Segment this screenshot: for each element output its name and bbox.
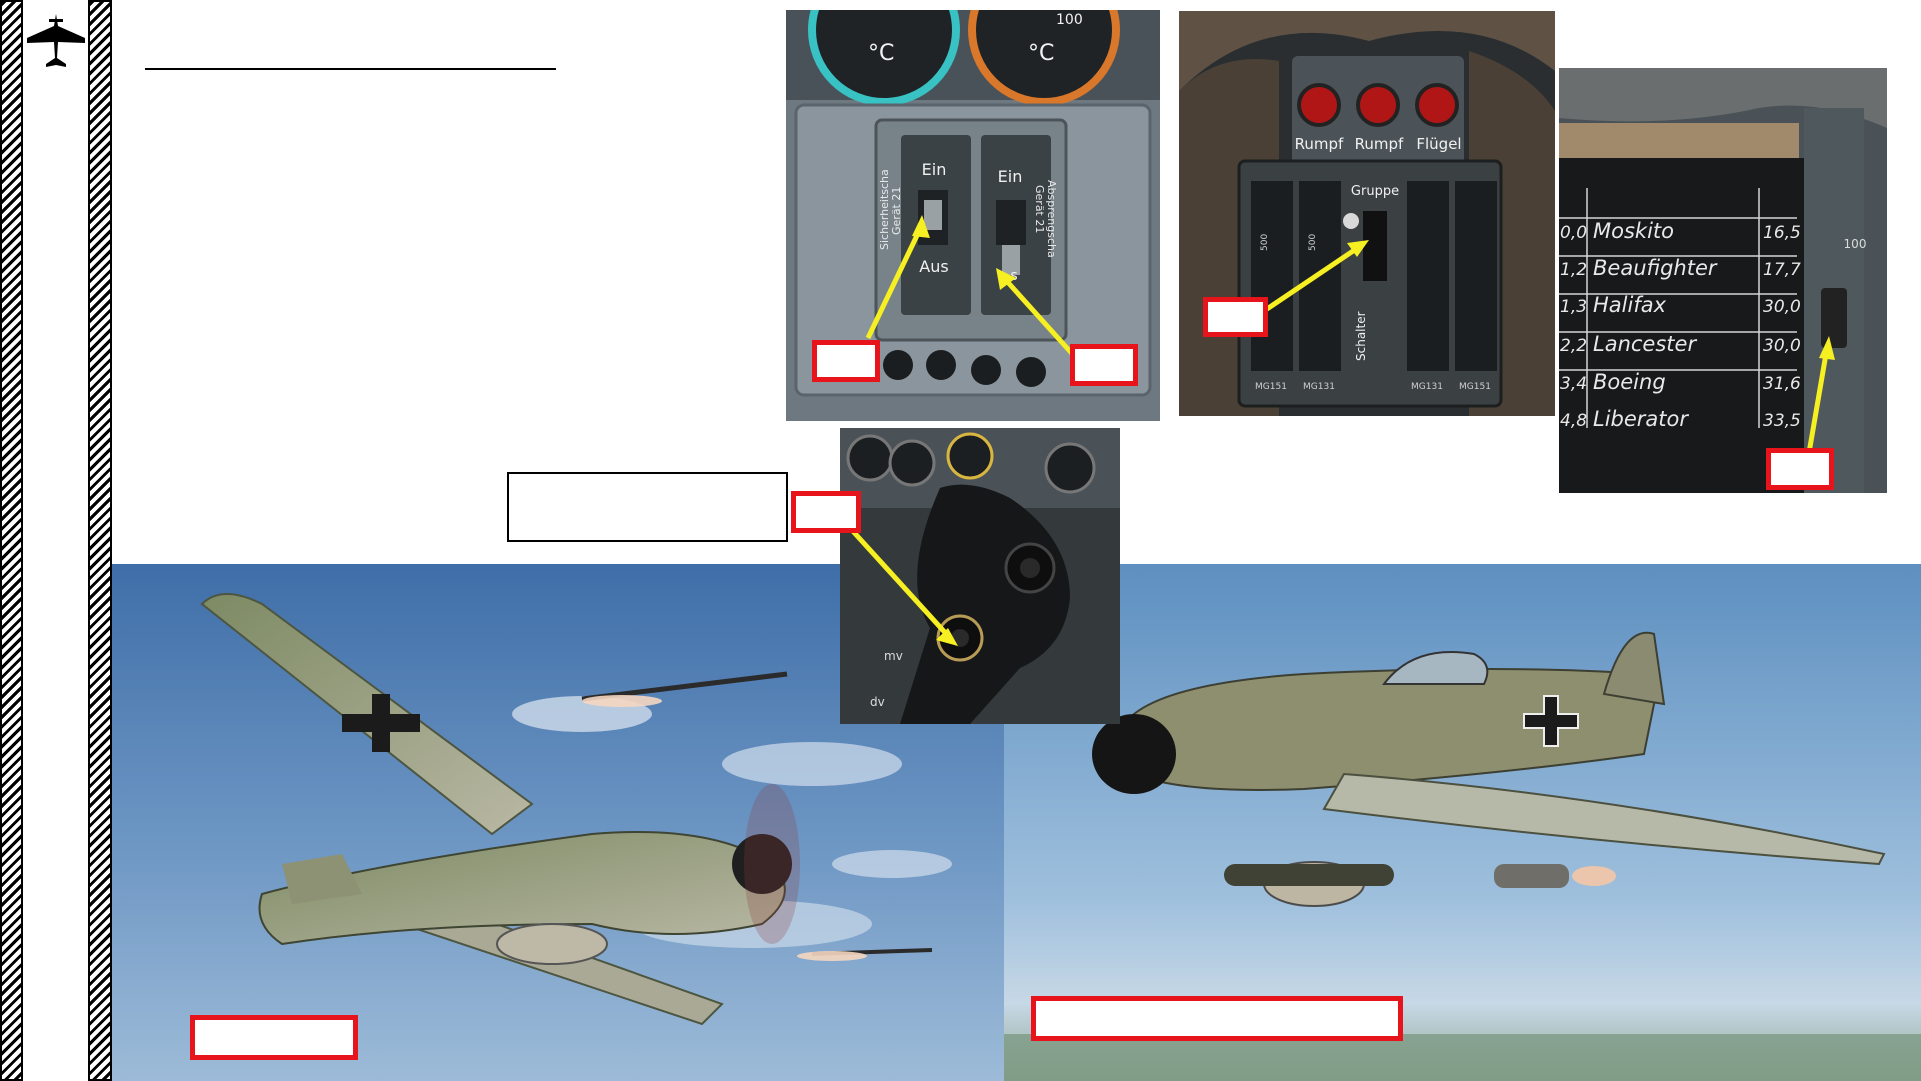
sidebar-right-stripe [88,0,112,1081]
scale-mark-2: 500 [1308,234,1318,251]
left-switch-side-label-2: Gerät 21 [890,187,903,235]
annotation-box-right-switch [1070,344,1138,386]
gauge-unit-right: °C [1028,41,1054,66]
revi-row-6-left: 4,8 [1560,411,1587,431]
revi-row-5-left: 3,4 [1560,374,1587,394]
revi-row-2-name: Beaufighter [1593,256,1718,280]
annotation-box-weapons-switch [1203,297,1268,337]
lamp-label-1: Rumpf [1295,135,1344,153]
photo-revi-table: 100 0,0 Moskito 16,5 1,2 Beaufighter 17,… [1559,68,1887,493]
revi-scale-label: 100 [1844,237,1867,251]
annotation-box-flight [1031,996,1403,1041]
right-switch-side-label-2: Gerät 21 [1033,185,1046,233]
revi-row-4-right: 30,0 [1763,336,1801,356]
annotation-box-stick [791,491,861,533]
revi-row-2-right: 17,7 [1763,260,1801,280]
counter-label-2: MG131 [1303,382,1335,392]
revi-row-1-left: 0,0 [1560,223,1587,243]
left-switch-on-label: Ein [922,160,947,179]
counter-label-3: MG131 [1411,382,1443,392]
photo-switch-panel: °C °C 100 Ein Aus Sicherheitscha Gerät 2… [786,10,1160,421]
revi-row-5-name: Boeing [1593,370,1666,394]
right-switch-side-label-1: Absprengscha [1045,180,1058,258]
stick-label-dv: dv [870,695,885,709]
counter-label-4: MG151 [1459,382,1491,392]
revi-row-6-right: 33,5 [1763,411,1801,431]
page-title [146,40,556,66]
schalter-label: Schalter [1354,311,1368,361]
revi-row-2-left: 1,2 [1560,260,1587,280]
right-switch-off-label: s [1010,268,1017,284]
callout-box [507,472,788,542]
left-switch-off-label: Aus [919,257,948,276]
left-switch-side-label-1: Sicherheitscha [878,169,891,250]
revi-row-3-name: Halifax [1593,293,1667,317]
revi-row-4-left: 2,2 [1560,336,1587,356]
counter-label-1: MG151 [1255,382,1287,392]
lamp-label-3: Flügel [1416,135,1461,153]
annotation-box-rockets [190,1015,358,1060]
annotation-box-left-switch [812,340,880,382]
stick-label-mv: mv [884,649,903,663]
revi-row-5-right: 31,6 [1763,374,1801,394]
revi-row-3-left: 1,3 [1560,297,1587,317]
photo-weapons-panel: Rumpf Rumpf Flügel 500 500 Gruppe Schalt… [1179,11,1555,416]
revi-row-3-right: 30,0 [1763,297,1801,317]
group-label: Gruppe [1351,184,1399,199]
revi-row-1-right: 16,5 [1763,223,1801,243]
lamp-label-2: Rumpf [1355,135,1404,153]
revi-row-6-name: Liberator [1593,407,1689,431]
scale-mark-1: 500 [1260,234,1270,251]
title-underline [145,68,556,70]
right-switch-on-label: Ein [998,167,1023,186]
sidebar-left-stripe [0,0,23,1081]
photo-aircraft-flight [1004,564,1921,1081]
revi-row-1-name: Moskito [1593,219,1674,243]
revi-row-4-name: Lancester [1593,332,1697,356]
gauge-scale-fragment: 100 [1056,12,1083,28]
annotation-box-revi [1766,448,1834,490]
airplane-silhouette-icon [25,12,87,72]
gauge-unit-left: °C [868,41,894,66]
photo-control-stick: mv dv [840,428,1120,724]
